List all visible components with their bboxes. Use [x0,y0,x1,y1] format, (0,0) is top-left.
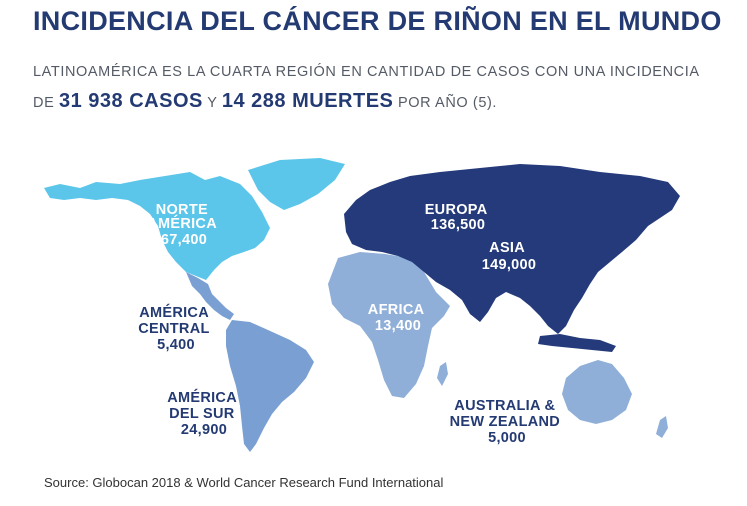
australia-name-1: AUSTRALIA & [454,398,555,414]
cases-figure: 31 938 CASOS [58,90,203,112]
label-central-america: AMÉRICA CENTRAL 5,400 [138,304,213,353]
subtitle-de: DE [33,95,59,111]
region-north-america [44,158,345,280]
africa-name: AFRICA [368,302,425,318]
source-note: Source: Globocan 2018 & World Cancer Res… [44,475,444,490]
north-america-name-1: NORTE [156,202,208,218]
subtitle-line-2: DE 31 938 CASOS Y 14 288 MUERTES POR AÑO… [33,90,497,113]
central-america-value: 5,400 [157,337,195,353]
deaths-figure: 14 288 MUERTES [221,90,394,112]
south-america-value: 24,900 [181,422,227,438]
new-zealand-shape [656,416,668,438]
label-africa: AFRICA 13,400 [368,302,428,334]
region-central-america [186,272,234,320]
greenland-shape [248,158,345,210]
europe-name: EUROPA [425,202,488,218]
label-north-america: NORTE AMÉRICA 67,400 [147,202,221,248]
north-america-value: 67,400 [161,232,207,248]
subtitle-line-1: LATINOAMÉRICA ES LA CUARTA REGIÓN EN CAN… [33,64,700,80]
asia-name: ASIA [489,240,525,256]
south-america-name-2: DEL SUR [169,406,235,422]
north-america-shape [44,172,270,280]
region-australia [562,360,632,424]
north-america-name-2: AMÉRICA [147,215,217,232]
label-asia: ASIA 149,000 [482,240,537,273]
subtitle-y: Y [202,95,222,111]
south-america-name-1: AMÉRICA [167,389,237,406]
region-eurasia [344,164,680,334]
page-title: INCIDENCIA DEL CÁNCER DE RIÑON EN EL MUN… [33,6,722,36]
madagascar-shape [437,362,448,386]
australia-value: 5,000 [488,430,526,446]
europe-value: 136,500 [431,217,486,233]
central-america-name-2: CENTRAL [138,321,209,337]
central-america-name-1: AMÉRICA [139,304,209,321]
africa-value: 13,400 [375,318,421,334]
asia-value: 149,000 [482,257,537,273]
region-south-america [226,320,314,452]
label-south-america: AMÉRICA DEL SUR 24,900 [167,389,241,438]
australia-name-2: NEW ZEALAND [450,414,560,430]
subtitle-per-year: POR AÑO (5). [393,95,498,111]
region-africa [328,252,450,398]
indonesia-shape [538,334,616,352]
label-australia: AUSTRALIA & NEW ZEALAND 5,000 [450,398,565,446]
japan-shape [600,230,620,262]
label-europe: EUROPA 136,500 [425,202,492,233]
